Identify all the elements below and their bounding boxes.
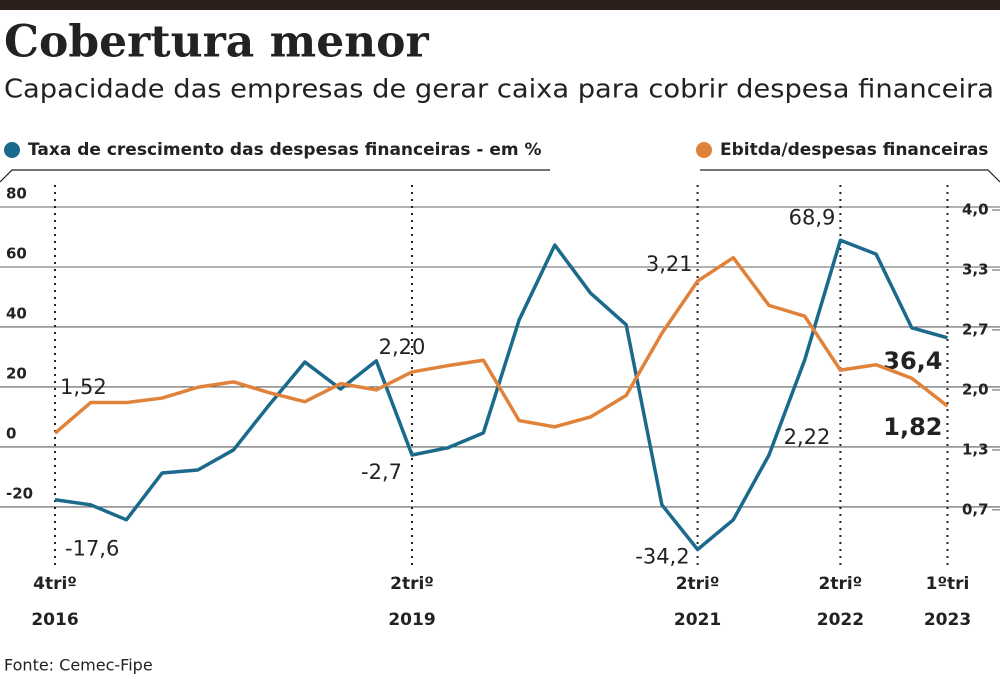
- top-bar: [0, 0, 1000, 10]
- y-tick-label: 0: [6, 424, 16, 442]
- series-line: [53, 255, 949, 435]
- y2-tick-label: 0,7: [962, 500, 989, 518]
- y2-tick-label: 3,3: [962, 261, 989, 279]
- legend-label: Taxa de crescimento das despesas finance…: [28, 140, 542, 160]
- legend-rule: [0, 169, 550, 183]
- x-tick-year: 2019: [388, 610, 435, 630]
- value-label: 2,22: [784, 425, 831, 449]
- x-tick-label: 2triº: [390, 574, 434, 594]
- y2-tick-label: 2,7: [962, 320, 989, 338]
- value-label: -2,7: [361, 460, 402, 484]
- y-tick-label: 80: [6, 184, 27, 202]
- value-label: 1,82: [883, 413, 942, 441]
- value-label: 3,21: [646, 252, 693, 276]
- y-tick-label: 20: [6, 364, 27, 382]
- y2-tick-label: 4,0: [962, 201, 989, 219]
- y-tick-label: -20: [6, 484, 33, 502]
- x-tick-year: 2022: [817, 610, 864, 630]
- series-line: [54, 238, 948, 552]
- x-tick-year: 2021: [674, 610, 721, 630]
- value-label: -34,2: [635, 545, 689, 569]
- value-label: -17,6: [65, 537, 119, 561]
- x-tick-label: 1ºtri: [926, 574, 970, 594]
- legend-rule: [700, 169, 1000, 183]
- x-tick-year: 2016: [31, 610, 78, 630]
- x-tick-label: 2triº: [676, 574, 720, 594]
- y2-tick-label: 1,3: [962, 440, 989, 458]
- legend-label: Ebitda/despesas financeiras: [720, 140, 988, 160]
- chart-title: Cobertura menor: [4, 17, 430, 68]
- y-tick-label: 60: [6, 244, 27, 262]
- x-tick-label: 2triº: [819, 574, 863, 594]
- x-tick-label: 4triº: [33, 574, 77, 594]
- value-label: 68,9: [789, 205, 836, 229]
- y2-tick-label: 2,0: [962, 380, 989, 398]
- y-tick-label: 40: [6, 304, 27, 322]
- value-label: 1,52: [60, 375, 107, 399]
- source: Fonte: Cemec-Fipe: [4, 656, 153, 675]
- value-label: 2,20: [379, 335, 426, 359]
- legend-marker: [696, 142, 712, 158]
- legend-marker: [4, 142, 20, 158]
- chart-subtitle: Capacidade das empresas de gerar caixa p…: [4, 75, 994, 105]
- x-tick-year: 2023: [924, 610, 971, 630]
